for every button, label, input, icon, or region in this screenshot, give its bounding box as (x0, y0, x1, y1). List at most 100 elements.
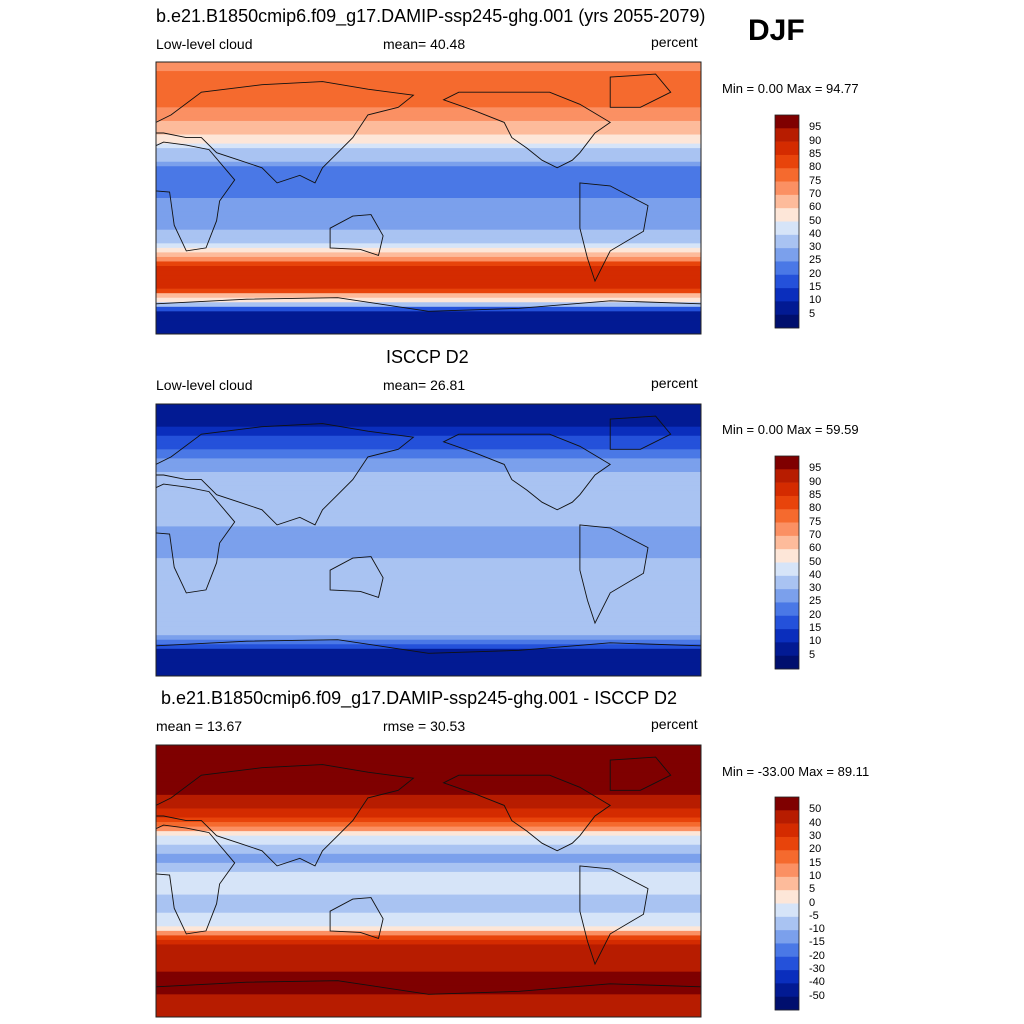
colorbar-swatch (775, 154, 799, 169)
colorbar-tick-label: 75 (809, 515, 822, 528)
contour-band (156, 939, 701, 946)
contour-band (156, 835, 701, 841)
contour-band (156, 229, 701, 235)
contour-band (156, 817, 701, 823)
contour-band (156, 71, 701, 77)
contour-band (156, 767, 701, 773)
contour-band (156, 431, 701, 437)
colorbar-swatch (775, 823, 799, 838)
colorbar-swatch (775, 850, 799, 864)
contour-band (156, 62, 701, 68)
contour-band (156, 862, 701, 868)
contour-band (156, 238, 701, 244)
colorbar-swatch (775, 575, 799, 590)
panel-1-units-label: percent (651, 34, 698, 50)
contour-band (156, 293, 701, 299)
contour-band (156, 481, 701, 487)
contour-band (156, 1003, 701, 1009)
colorbar-swatch (775, 495, 799, 510)
colorbar-tick-label: 95 (809, 121, 822, 134)
contour-band (156, 598, 701, 605)
contour-band (156, 562, 701, 568)
contour-band (156, 453, 701, 459)
colorbar-swatch (775, 535, 799, 550)
contour-band (156, 953, 701, 959)
coastline (579, 524, 649, 625)
contour-band (156, 220, 701, 226)
contour-band (156, 426, 701, 432)
colorbar-swatch (775, 943, 799, 958)
contour-band (156, 458, 701, 464)
colorbar-tick-label: 10 (809, 635, 822, 648)
contour-band (156, 858, 701, 864)
contour-band (156, 903, 701, 909)
coastline (609, 73, 672, 108)
colorbar-swatch (775, 141, 799, 156)
panel-3-units-label: percent (651, 716, 698, 732)
contour-band (156, 772, 701, 778)
contour-band (156, 576, 701, 582)
contour-band (156, 558, 701, 564)
coastline (156, 423, 415, 526)
contour-band (156, 302, 701, 308)
contour-band (156, 840, 701, 846)
contour-band (156, 644, 701, 650)
contour-band (156, 890, 701, 896)
contour-band (156, 125, 701, 131)
contour-band (156, 530, 701, 537)
contour-band (156, 198, 701, 204)
coastline (442, 91, 612, 169)
colorbar-tick-label: -10 (809, 923, 825, 936)
contour-band (156, 758, 701, 764)
contour-band (156, 444, 701, 450)
colorbar-tick-label: -50 (809, 989, 825, 1002)
contour-band (156, 754, 701, 760)
colorbar-tick-label: 5 (809, 648, 816, 661)
panel-1-title: b.e21.B1850cmip6.f09_g17.DAMIP-ssp245-gh… (156, 6, 706, 26)
colorbar-tick-label: 80 (809, 161, 822, 174)
contour-band (156, 544, 701, 550)
contour-band (156, 612, 701, 618)
contour-band (156, 116, 701, 122)
colorbar-tick-label: 15 (809, 622, 822, 635)
colorbar-frame-2 (774, 455, 800, 670)
contour-band (156, 184, 701, 190)
contour-band (156, 549, 701, 555)
colorbar-tick-label: 70 (809, 187, 822, 200)
contour-band (156, 413, 701, 419)
colorbar-tick-label: 85 (809, 488, 822, 501)
map-frame-3 (155, 744, 702, 1018)
contour-band (156, 306, 701, 312)
colorbar-swatch (775, 168, 799, 182)
colorbar-tick-label: 25 (809, 254, 822, 267)
contour-band (156, 297, 701, 303)
contour-band (156, 962, 701, 968)
colorbar-swatch (775, 208, 799, 222)
coastline (156, 764, 415, 867)
colorbar-tick-label: 20 (809, 843, 822, 856)
colorbar-tick-label: 60 (809, 201, 822, 214)
contour-band (156, 93, 701, 99)
contour-band (156, 876, 701, 882)
colorbar-tick-label: 30 (809, 582, 822, 595)
contour-band (156, 315, 701, 321)
panel-2-mean-label: mean= 26.81 (383, 377, 466, 393)
colorbar-swatch (775, 836, 799, 851)
colorbar-swatch (775, 903, 799, 918)
colorbar-tick-label: 60 (809, 542, 822, 555)
contour-band (156, 749, 701, 755)
contour-band (156, 763, 701, 769)
contour-band (156, 1012, 701, 1017)
colorbar-swatch (775, 301, 799, 315)
contour-band (156, 657, 701, 663)
map-frame-2 (155, 403, 702, 677)
colorbar-swatch (775, 261, 799, 276)
contour-band (156, 994, 701, 1000)
contour-band (156, 170, 701, 176)
coastline (156, 141, 236, 252)
colorbar-tick-label: 20 (809, 267, 822, 280)
colorbar-swatch (775, 314, 799, 329)
colorbar-swatch (775, 983, 799, 997)
contour-band (156, 166, 701, 172)
